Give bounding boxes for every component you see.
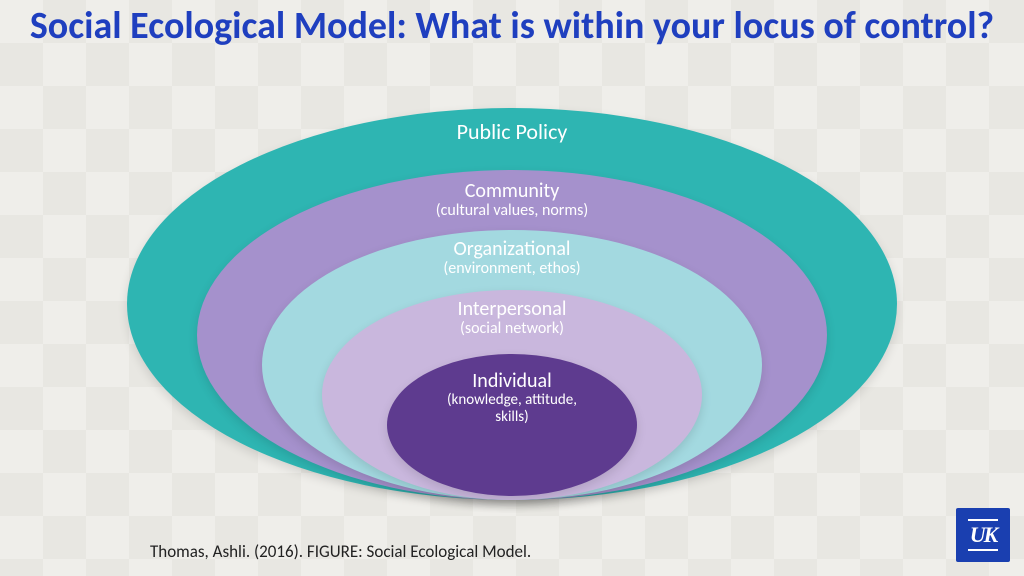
layer-label: Interpersonal — [322, 298, 702, 320]
layer-label: Organizational — [262, 238, 762, 260]
citation-text: Thomas, Ashli. (2016). FIGURE: Social Ec… — [150, 541, 531, 562]
slide-title: Social Ecological Model: What is within … — [0, 0, 1024, 48]
layer-sublabel: (social network) — [322, 320, 702, 338]
layer-label: Community — [197, 180, 827, 202]
layer-sublabel: (cultural values, norms) — [197, 202, 827, 220]
layer-sublabel: (environment, ethos) — [262, 260, 762, 278]
uk-logo-text: UK — [968, 519, 999, 551]
layer-label: Individual — [387, 370, 637, 392]
ecological-diagram: Public Policy Community(cultural values, … — [127, 108, 897, 500]
uk-logo: UK — [956, 508, 1010, 562]
layer-individual: Individual(knowledge, attitude, skills) — [387, 354, 637, 496]
layer-label: Public Policy — [127, 120, 897, 144]
layer-sublabel: (knowledge, attitude, skills) — [437, 392, 587, 425]
